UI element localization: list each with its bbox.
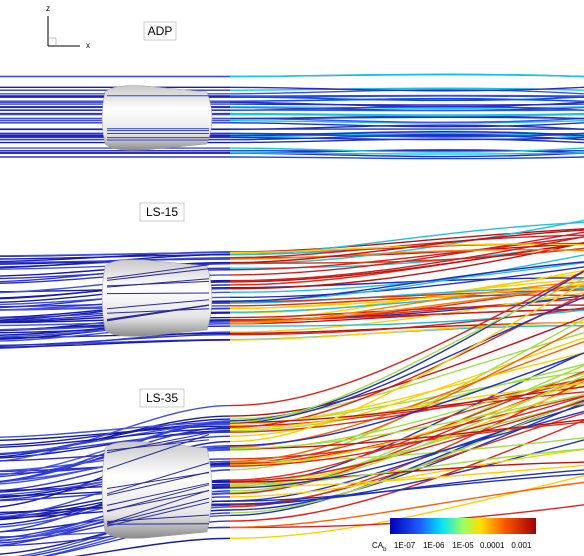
colorbar-tick-label: 0.0001 xyxy=(480,541,505,550)
surface-streamline xyxy=(107,293,209,294)
streamlines xyxy=(0,74,584,556)
colorbar-title-sub: b xyxy=(383,547,387,553)
panel-streamlines xyxy=(0,220,584,348)
streamline-upstream xyxy=(0,340,230,347)
colorbar-tick-label: 1E-06 xyxy=(423,541,445,550)
axis-label: z xyxy=(46,4,50,13)
panel-label: LS-35 xyxy=(146,391,178,405)
axis-label: x xyxy=(86,41,90,50)
colorbar-title: CAb xyxy=(372,541,387,552)
streamline-wake xyxy=(230,110,584,111)
colorbar-tick-label: 1E-07 xyxy=(394,541,416,550)
streamline-wake xyxy=(230,157,584,159)
colorbar-ticks: 1E-07 1E-06 1E-05 0.0001 0.001 xyxy=(394,541,532,550)
nacelle xyxy=(102,260,212,337)
streamline-wake xyxy=(230,229,584,252)
panel-label: ADP xyxy=(148,24,173,38)
colorbar-title-main: CA xyxy=(372,541,384,550)
streamline-wake xyxy=(230,95,584,96)
panel-streamlines xyxy=(0,74,584,158)
panel-label: LS-15 xyxy=(146,205,178,219)
streamline-wake xyxy=(230,117,584,118)
figure: z x ADP LS-15 LS-35 CAb 1E-07 1E-06 1E-05 0… xyxy=(0,0,584,556)
colorbar-tick-label: 1E-05 xyxy=(452,541,474,550)
colorbar xyxy=(390,518,536,534)
colorbar-tick-label: 0.001 xyxy=(511,541,532,550)
